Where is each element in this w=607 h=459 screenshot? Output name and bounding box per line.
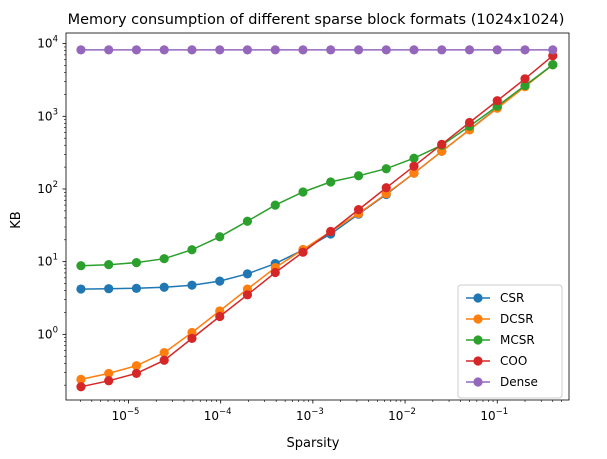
data-point-csr (159, 282, 169, 292)
data-point-coo (76, 382, 86, 392)
data-point-mcsr (381, 164, 391, 174)
y-tick-label: 100 (37, 325, 58, 341)
data-point-csr (104, 284, 114, 294)
data-point-mcsr (76, 261, 86, 271)
legend-box (457, 284, 563, 399)
legend: CSR DCSR MCSR COO Dense (457, 284, 563, 399)
data-point-dense (437, 45, 447, 55)
data-point-coo (381, 183, 391, 193)
data-point-coo (409, 161, 419, 171)
data-point-dense (326, 45, 336, 55)
data-point-coo (187, 333, 197, 343)
legend-marker-mcsr (473, 335, 483, 345)
data-point-dcsr (76, 374, 86, 385)
data-point-mcsr (548, 60, 558, 70)
data-point-coo (326, 226, 336, 237)
data-point-coo (215, 311, 225, 322)
legend-label-csr: CSR (500, 291, 524, 305)
data-point-mcsr (131, 258, 142, 268)
data-point-mcsr (353, 171, 364, 181)
data-point-dense (353, 45, 364, 55)
axes-frame (65, 32, 570, 401)
series-line-mcsr (80, 64, 554, 267)
data-point-coo (298, 247, 308, 257)
data-point-coo (520, 74, 530, 84)
data-point-dense (548, 45, 558, 55)
x-tick-label: 10−1 (480, 407, 508, 423)
data-point-csr (242, 269, 253, 279)
data-point-dense (492, 45, 502, 55)
data-point-csr (131, 283, 142, 293)
data-point-mcsr (242, 216, 253, 226)
chart-title: Memory consumption of different sparse b… (68, 12, 565, 28)
legend-label-coo: COO (500, 354, 527, 368)
legend-label-mcsr: MCSR (500, 333, 535, 347)
data-point-coo (104, 376, 114, 386)
data-point-csr (215, 276, 225, 286)
data-point-coo (437, 139, 447, 149)
x-axis-label: Sparsity (287, 436, 340, 451)
data-point-dcsr (409, 168, 419, 178)
legend-marker-csr (473, 293, 483, 303)
legend-marker-dense (473, 377, 483, 387)
data-point-dcsr (104, 368, 114, 379)
data-point-dense (187, 45, 197, 55)
data-point-dense (270, 45, 280, 55)
data-point-dense (242, 45, 253, 55)
y-tick-label: 103 (37, 107, 58, 123)
data-point-coo (242, 290, 253, 300)
y-tick-label: 104 (37, 35, 58, 51)
series-line-coo (80, 55, 554, 388)
series-line-dcsr (80, 64, 554, 381)
x-tick-label: 10−4 (204, 407, 232, 423)
data-point-dense (159, 45, 169, 55)
y-tick-label: 101 (37, 253, 58, 269)
x-tick-label: 10−5 (112, 407, 140, 423)
data-point-mcsr (187, 245, 197, 255)
data-point-mcsr (159, 254, 169, 264)
data-point-mcsr (270, 200, 280, 210)
y-axis-label: KB (9, 211, 24, 228)
data-point-coo (353, 205, 364, 215)
data-point-dense (298, 45, 308, 55)
legend-marker-dcsr (473, 314, 483, 324)
data-point-csr (187, 280, 197, 290)
data-point-mcsr (298, 187, 308, 197)
legend-label-dense: Dense (500, 375, 538, 389)
data-point-coo (464, 117, 475, 128)
data-point-dense (464, 45, 475, 55)
plot-area: 10−5 10−4 10−3 10−2 10−1 100 101 102 103 104 (37, 32, 570, 423)
data-point-mcsr (409, 153, 419, 163)
data-point-dense (381, 45, 391, 55)
data-point-dcsr (131, 361, 142, 371)
data-point-csr (76, 284, 86, 294)
data-point-mcsr (326, 177, 336, 187)
data-point-dense (76, 45, 86, 55)
x-tick-label: 10−3 (296, 407, 324, 423)
legend-marker-coo (473, 356, 483, 366)
data-point-dense (409, 45, 419, 55)
data-point-coo (270, 267, 280, 278)
x-tick-label: 10−2 (388, 407, 416, 423)
data-point-dcsr (159, 348, 169, 358)
data-point-dense (215, 45, 225, 55)
y-tick-label: 102 (37, 180, 58, 196)
data-point-coo (159, 355, 169, 365)
data-point-dense (104, 45, 114, 55)
data-point-coo (492, 96, 502, 106)
data-point-mcsr (215, 232, 225, 242)
data-point-dense (520, 45, 530, 55)
legend-label-dcsr: DCSR (500, 312, 534, 326)
data-point-coo (131, 368, 142, 379)
series-line-csr (80, 64, 554, 290)
data-point-mcsr (104, 260, 114, 270)
data-point-dense (131, 45, 142, 55)
data-point-mcsr (520, 80, 530, 91)
